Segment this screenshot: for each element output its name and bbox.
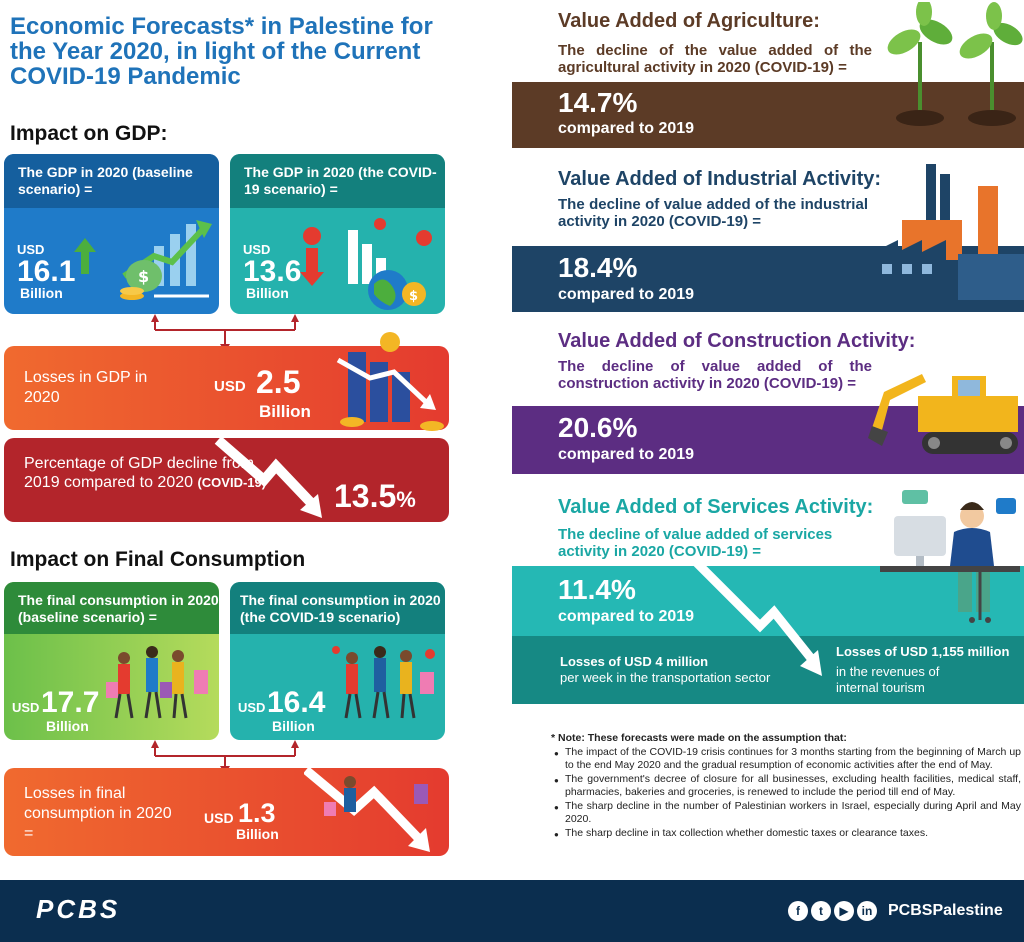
tourism-loss-title: Losses of USD 1,155 million <box>836 644 1010 659</box>
construction-compare: compared to 2019 <box>558 446 695 463</box>
consumption-covid-unit: Billion <box>272 718 315 734</box>
transport-loss-title: Losses of USD 4 million <box>560 654 709 669</box>
consumption-baseline-label: The final consumption in 2020 (baseline … <box>4 582 219 634</box>
agriculture-title: Value Added of Agriculture: <box>558 10 820 32</box>
consumption-losses-label: Losses in final consumption in 2020 = <box>24 785 172 842</box>
notes-section: * Note: These forecasts were made on the… <box>551 732 1021 840</box>
gdp-losses-value: 2.5 <box>256 364 301 400</box>
gdp-decline-value: 13.5% <box>334 478 416 514</box>
industry-title: Value Added of Industrial Activity: <box>558 168 882 190</box>
gdp-covid-unit: Billion <box>246 285 289 301</box>
consumption-covid-value: 16.4 <box>267 686 326 719</box>
gdp-losses-unit: Billion <box>259 402 311 421</box>
linkedin-icon[interactable]: in <box>857 901 877 921</box>
office-worker-icon <box>880 490 1020 623</box>
notes-heading: * Note: These forecasts were made on the… <box>551 732 847 744</box>
shoppers-icon <box>106 646 208 719</box>
gdp-decline-bar: Percentage of GDP decline from 2019 comp… <box>4 436 449 522</box>
social-handle[interactable]: PCBSPalestine <box>888 902 1003 919</box>
social-icons: f t ▶ in <box>788 901 880 921</box>
gdp-baseline-label: The GDP in 2020 (baseline scenario) = <box>4 154 219 208</box>
gdp-heading: Impact on GDP: <box>10 122 168 145</box>
footer: PCBS f t ▶ in PCBSPalestine <box>0 880 1024 942</box>
services-compare: compared to 2019 <box>558 608 695 625</box>
gdp-connector <box>151 314 299 352</box>
services-loss-band: Losses of USD 4 million per week in the … <box>512 636 1024 704</box>
gdp-decline-label: Percentage of GDP decline from 2019 comp… <box>24 455 267 491</box>
seedling-icon <box>887 2 1023 126</box>
gdp-losses-label: Losses in GDP in 2020 <box>24 369 148 406</box>
consumption-covid-currency: USD <box>238 700 266 715</box>
agriculture-pct: 14.7% <box>558 87 638 118</box>
consumption-baseline-value: 17.7 <box>41 686 100 719</box>
decline-arrow-icon <box>214 436 322 518</box>
tourism-loss-subtitle-2: internal tourism <box>836 680 925 695</box>
consumption-baseline-currency: USD <box>12 700 40 715</box>
gdp-baseline-unit: Billion <box>20 285 63 301</box>
consumption-losses-unit: Billion <box>236 826 279 842</box>
note-item: The sharp decline in tax collection whet… <box>554 827 1021 841</box>
tourism-loss-subtitle-1: in the revenues of <box>836 664 940 679</box>
services-title: Value Added of Services Activity: <box>558 496 874 518</box>
transport-loss-subtitle: per week in the transportation sector <box>560 670 771 685</box>
gdp-baseline-value: 16.1 <box>17 255 76 288</box>
page-title: Economic Forecasts* in Palestine for the… <box>10 13 433 90</box>
twitter-icon[interactable]: t <box>811 901 831 921</box>
services-decline-arrow-icon <box>690 556 822 676</box>
note-item: The sharp decline in the number of Pales… <box>554 800 1021 827</box>
excavator-icon <box>868 374 1018 454</box>
consumption-covid-card: The final consumption in 2020 (the COVID… <box>230 582 445 740</box>
svg-text:$: $ <box>138 267 149 286</box>
services-pct: 11.4% <box>558 574 636 605</box>
masked-shoppers-icon <box>332 646 435 719</box>
consumption-baseline-card: The final consumption in 2020 (baseline … <box>4 582 219 740</box>
money-bag-growth-icon: $ <box>120 220 212 300</box>
gdp-covid-card: The GDP in 2020 (the COVID-19 scenario) … <box>230 154 445 314</box>
consumption-heading: Impact on Final Consumption <box>10 548 306 571</box>
svg-text:$: $ <box>409 289 418 304</box>
youtube-icon[interactable]: ▶ <box>834 901 854 921</box>
agriculture-subtitle: The decline of the value added of the ag… <box>558 42 872 76</box>
note-item: The government's decree of closure for a… <box>554 773 1021 800</box>
consumption-covid-label: The final consumption in 2020 (the COVID… <box>230 582 445 634</box>
covid-globe-decline-icon: $ <box>300 218 432 310</box>
services-subtitle: The decline of value added of services a… <box>558 526 833 560</box>
falling-chart-icon <box>336 332 444 431</box>
gdp-baseline-card: The GDP in 2020 (baseline scenario) = US… <box>4 154 219 314</box>
gdp-covid-currency: USD <box>243 242 271 257</box>
gdp-baseline-currency: USD <box>17 242 45 257</box>
construction-subtitle: The decline of value added of the constr… <box>558 358 872 392</box>
industry-subtitle: The decline of value added of the indust… <box>558 196 868 230</box>
agriculture-compare: compared to 2019 <box>558 120 695 137</box>
note-item: The impact of the COVID-19 crisis contin… <box>554 746 1021 773</box>
gdp-covid-label: The GDP in 2020 (the COVID-19 scenario) … <box>230 154 445 208</box>
construction-pct: 20.6% <box>558 412 638 443</box>
up-arrow-icon <box>74 238 96 274</box>
facebook-icon[interactable]: f <box>788 901 808 921</box>
consumption-losses-bar: Losses in final consumption in 2020 = US… <box>4 766 449 856</box>
industry-compare: compared to 2019 <box>558 286 695 303</box>
factory-icon <box>874 164 1024 300</box>
shopping-decline-icon <box>304 766 430 852</box>
consumption-losses-value: 1.3 <box>238 798 276 828</box>
pcbs-logo: PCBS <box>36 894 121 924</box>
gdp-covid-value: 13.6 <box>243 255 302 288</box>
notes-list: The impact of the COVID-19 crisis contin… <box>551 746 1021 841</box>
consumption-losses-currency: USD <box>204 810 234 826</box>
industry-pct: 18.4% <box>558 252 638 283</box>
gdp-losses-currency: USD <box>214 378 246 395</box>
consumption-baseline-unit: Billion <box>46 718 89 734</box>
construction-title: Value Added of Construction Activity: <box>558 330 916 352</box>
